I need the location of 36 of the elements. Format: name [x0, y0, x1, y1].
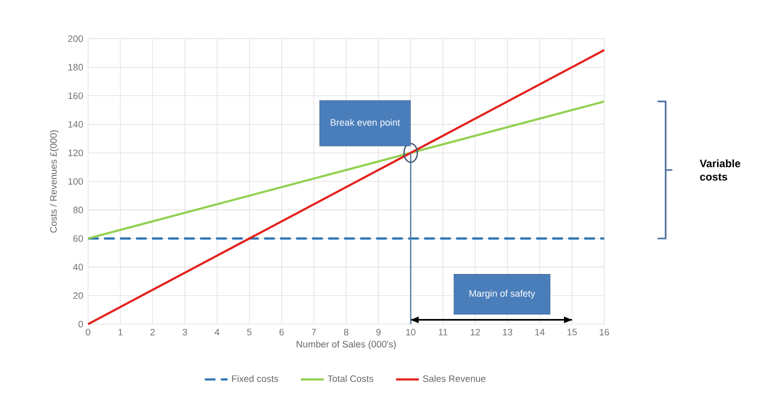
x-tick-label: 9 — [376, 328, 381, 336]
y-tick-label: 60 — [73, 235, 83, 242]
x-tick-label: 2 — [150, 328, 155, 336]
x-tick-label: 5 — [247, 328, 252, 336]
y-tick-label: 80 — [73, 206, 83, 214]
x-tick-label: 4 — [214, 328, 220, 336]
y-tick-label: 0 — [78, 320, 83, 328]
y-tick-label: 180 — [68, 64, 83, 71]
x-tick-label: 1 — [118, 328, 122, 336]
legend-label: Total Costs — [328, 375, 374, 382]
x-tick-label: 0 — [86, 328, 90, 336]
x-tick-label: 6 — [280, 328, 284, 336]
x-tick-label: 3 — [182, 328, 188, 336]
x-tick-label: 14 — [535, 328, 545, 336]
x-axis-title: Number of Sales (000's) — [296, 340, 396, 350]
x-tick-label: 11 — [438, 328, 448, 336]
x-tick-label: 13 — [503, 328, 512, 336]
y-axis-title: Costs / Revenues £(000) — [50, 130, 59, 233]
y-tick-label: 160 — [68, 92, 83, 100]
y-tick-label: 140 — [68, 121, 83, 128]
x-tick-label: 10 — [406, 328, 416, 336]
y-tick-label: 100 — [68, 178, 83, 185]
x-tick-label: 16 — [600, 328, 610, 336]
legend-label: Fixed costs — [232, 375, 278, 382]
x-tick-label: 12 — [470, 328, 480, 336]
y-tick-label: 40 — [73, 264, 83, 270]
x-tick-label: 7 — [312, 328, 316, 336]
x-tick-label: 15 — [568, 328, 577, 336]
legend-label: Sales Revenue — [422, 375, 486, 382]
ref-line-label: Break even point — [330, 118, 400, 128]
x-tick-label: 8 — [344, 328, 348, 336]
annotation: Margin of safety — [470, 290, 536, 299]
text: Variable costs — [700, 159, 740, 181]
y-tick-label: 120 — [68, 150, 83, 156]
y-tick-label: 200 — [68, 35, 83, 42]
y-tick-label: 20 — [73, 292, 83, 299]
